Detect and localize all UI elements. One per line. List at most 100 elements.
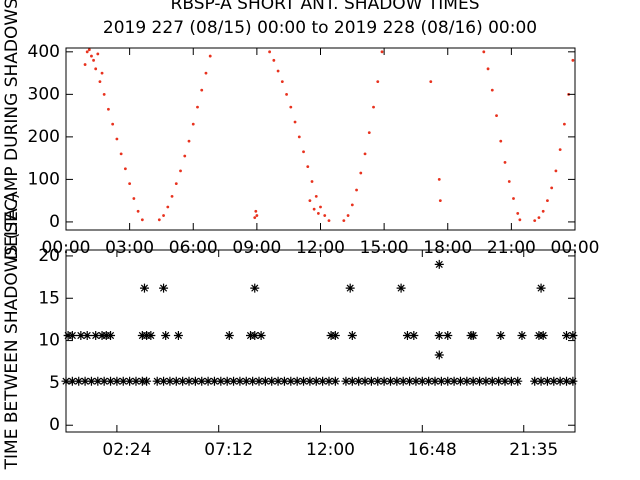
- point: [486, 67, 490, 71]
- point: [248, 376, 258, 386]
- point: [159, 283, 169, 293]
- point: [272, 58, 276, 62]
- point: [314, 195, 318, 198]
- point: [549, 376, 559, 386]
- point: [90, 54, 93, 58]
- y-tick-label: 0: [49, 212, 60, 232]
- point: [318, 376, 328, 386]
- point: [537, 216, 541, 220]
- point: [506, 376, 516, 386]
- chart-subtitle: 2019 227 (08/15) 00:00 to 2019 228 (08/1…: [103, 18, 537, 38]
- point: [107, 107, 110, 111]
- point: [499, 139, 503, 143]
- point: [102, 92, 106, 96]
- x-tick-label: 06:00: [169, 238, 218, 258]
- point: [487, 376, 497, 386]
- point: [496, 330, 506, 340]
- point: [503, 160, 507, 164]
- chart-title: RBSP-A SHORT ANT. SHADOW TIMES: [171, 0, 480, 14]
- point: [373, 376, 383, 386]
- point: [125, 376, 135, 386]
- x-tick-label: 21:00: [487, 238, 536, 258]
- point: [562, 330, 572, 340]
- point: [330, 330, 340, 340]
- point: [161, 330, 171, 340]
- point: [170, 195, 174, 198]
- point: [366, 376, 376, 386]
- point: [119, 152, 123, 156]
- point: [74, 376, 84, 386]
- point: [311, 376, 321, 386]
- point: [159, 376, 169, 386]
- point: [253, 216, 257, 220]
- point: [92, 58, 95, 62]
- point: [86, 376, 96, 386]
- point: [112, 376, 122, 386]
- y-tick-label: 200: [28, 127, 60, 147]
- point: [462, 376, 472, 386]
- point: [293, 120, 297, 124]
- point: [208, 54, 212, 58]
- point: [83, 63, 87, 66]
- x-tick-label: 03:00: [105, 238, 154, 258]
- point: [518, 218, 522, 222]
- point: [99, 376, 109, 386]
- y-tick-label: 5: [49, 373, 60, 393]
- point: [341, 376, 351, 386]
- point: [568, 330, 578, 340]
- point: [123, 167, 127, 171]
- point: [342, 219, 346, 223]
- y-axis-label: DELTA AMP DURING SHADOWS: [2, 0, 22, 260]
- point: [67, 376, 77, 386]
- point: [136, 209, 140, 213]
- point: [363, 152, 367, 156]
- point: [434, 350, 444, 360]
- point: [516, 212, 520, 215]
- point: [555, 376, 565, 386]
- point: [468, 376, 478, 386]
- point: [111, 122, 115, 126]
- point: [85, 50, 89, 54]
- y-tick-label: 400: [28, 42, 60, 62]
- y-tick-label: 300: [28, 84, 60, 104]
- point: [260, 376, 270, 386]
- point: [302, 150, 305, 154]
- point: [437, 177, 441, 181]
- point: [254, 376, 264, 386]
- point: [330, 376, 340, 386]
- point: [289, 105, 293, 109]
- point: [533, 219, 537, 223]
- point: [174, 182, 178, 186]
- point: [94, 67, 98, 71]
- point: [443, 330, 453, 340]
- point: [324, 376, 334, 386]
- point: [308, 199, 312, 203]
- point: [179, 169, 182, 173]
- point: [162, 214, 165, 217]
- point: [536, 376, 546, 386]
- point: [449, 376, 459, 386]
- point: [190, 376, 200, 386]
- point: [360, 376, 370, 386]
- point: [196, 105, 199, 109]
- point: [235, 376, 245, 386]
- x-tick-label: 21:35: [509, 440, 558, 460]
- point: [323, 214, 327, 217]
- point: [200, 88, 204, 92]
- point: [216, 376, 226, 386]
- x-tick-label: 16:48: [408, 440, 457, 460]
- point: [327, 219, 331, 223]
- point: [402, 330, 412, 340]
- point: [279, 376, 289, 386]
- point: [152, 376, 162, 386]
- point: [411, 376, 421, 386]
- point: [359, 171, 363, 175]
- point: [305, 376, 315, 386]
- point: [91, 330, 101, 340]
- x-tick-label: 02:24: [102, 440, 151, 460]
- point: [224, 330, 234, 340]
- point: [286, 376, 296, 386]
- point: [140, 218, 144, 222]
- point: [346, 214, 350, 217]
- point: [367, 131, 371, 135]
